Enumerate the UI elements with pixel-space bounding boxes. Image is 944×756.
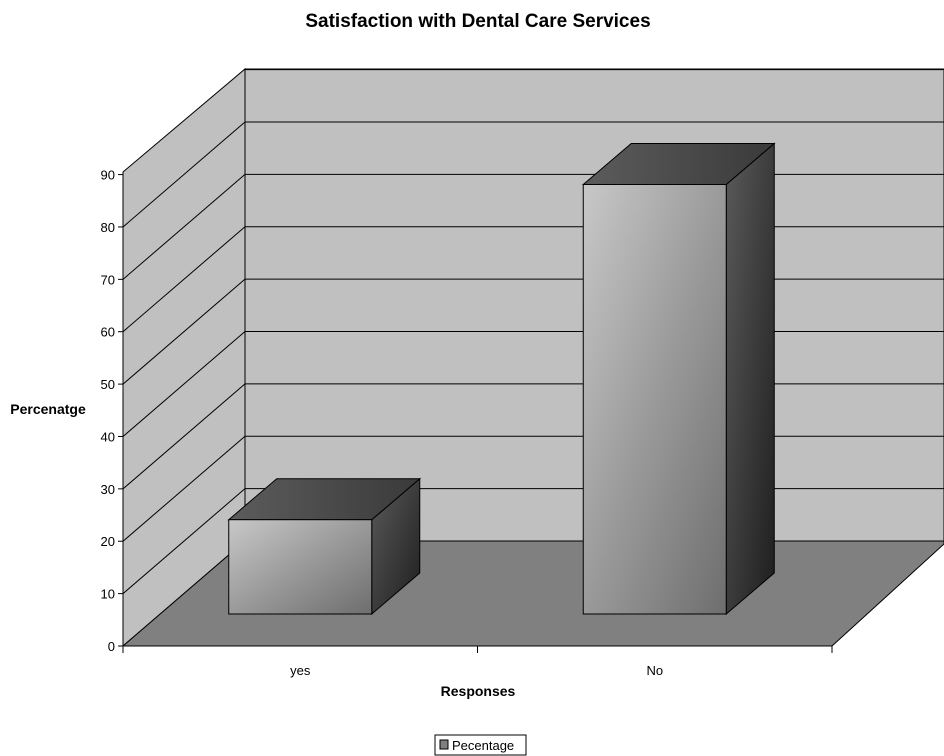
bar (227, 477, 422, 616)
x-tick-label: yes (290, 663, 311, 678)
y-tick-label: 90 (101, 168, 115, 183)
legend-box (434, 734, 527, 756)
y-tick-label: 40 (101, 429, 115, 444)
side-gridline (122, 331, 246, 437)
side-gridline (122, 121, 246, 228)
y-tick-label: 60 (101, 325, 115, 340)
y-tick-label: 20 (101, 534, 115, 549)
chart-title: Satisfaction with Dental Care Services (305, 11, 650, 32)
y-tick-label: 10 (101, 587, 115, 602)
legend-swatch (439, 739, 449, 750)
side-gridline (122, 488, 246, 594)
y-axis: 0 10 20 30 40 50 60 70 80 90 (101, 168, 124, 654)
side-gridline (122, 435, 246, 542)
y-tick-label: 70 (101, 272, 115, 287)
legend-label: Pecentage (452, 738, 514, 753)
bar-side (725, 142, 775, 616)
side-gridline (122, 278, 246, 385)
side-gridline (122, 383, 246, 490)
y-tick-label: 50 (101, 377, 115, 392)
side-gridline (122, 173, 246, 280)
x-axis: yes No (122, 645, 833, 678)
bar-front (228, 519, 373, 615)
y-tick-label: 80 (101, 220, 115, 235)
x-tick-label: No (646, 663, 663, 678)
bars (227, 142, 776, 616)
y-axis-title: Percenatge (10, 401, 86, 417)
side-gridline (122, 226, 246, 333)
y-tick-label: 0 (108, 639, 115, 654)
bar (581, 142, 776, 616)
legend: Pecentage (434, 734, 527, 756)
x-axis-title: Responses (441, 683, 516, 699)
bar-front (582, 183, 727, 615)
y-tick-label: 30 (101, 482, 115, 497)
